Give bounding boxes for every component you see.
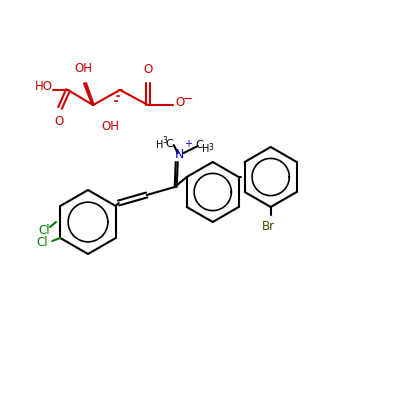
Text: 3: 3 bbox=[208, 143, 213, 152]
Text: 3: 3 bbox=[162, 136, 167, 145]
Text: H: H bbox=[156, 140, 164, 150]
Text: OH: OH bbox=[74, 62, 92, 75]
Polygon shape bbox=[84, 83, 94, 105]
Text: OH: OH bbox=[101, 120, 119, 133]
Text: O: O bbox=[54, 115, 64, 128]
Text: Cl: Cl bbox=[37, 236, 48, 250]
Text: C: C bbox=[196, 140, 204, 150]
Text: Cl: Cl bbox=[38, 224, 50, 236]
Text: O: O bbox=[143, 63, 153, 76]
Text: +: + bbox=[184, 139, 192, 149]
Text: C: C bbox=[166, 139, 174, 149]
Text: Br: Br bbox=[262, 220, 275, 233]
Text: HO: HO bbox=[35, 80, 53, 94]
Text: −: − bbox=[183, 92, 194, 106]
Text: O: O bbox=[175, 96, 184, 110]
Text: N: N bbox=[175, 148, 184, 160]
Text: H: H bbox=[202, 144, 210, 154]
